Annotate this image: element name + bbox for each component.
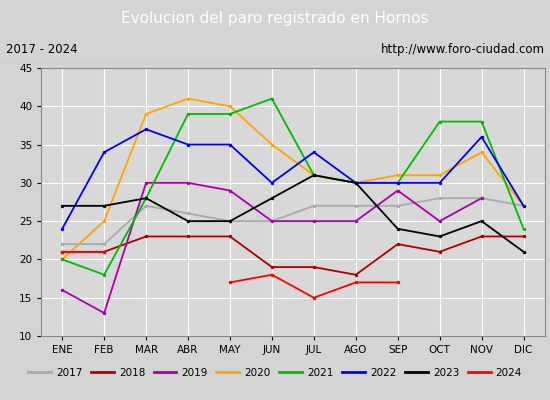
Text: http://www.foro-ciudad.com: http://www.foro-ciudad.com — [381, 44, 544, 56]
Legend: 2017, 2018, 2019, 2020, 2021, 2022, 2023, 2024: 2017, 2018, 2019, 2020, 2021, 2022, 2023… — [24, 364, 526, 382]
Text: 2017 - 2024: 2017 - 2024 — [6, 44, 77, 56]
Text: Evolucion del paro registrado en Hornos: Evolucion del paro registrado en Hornos — [121, 10, 429, 26]
